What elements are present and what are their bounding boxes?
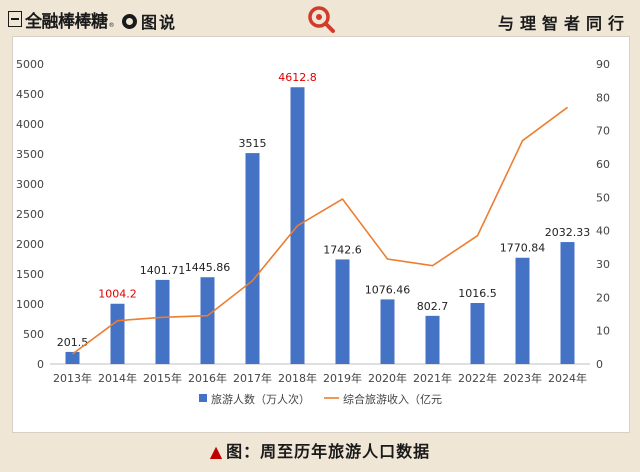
- triangle-icon: ▲: [209, 442, 224, 461]
- caption: ▲ 图：周至历年旅游人口数据: [0, 438, 640, 462]
- magnifier-icon: [308, 6, 335, 33]
- bar-value-label: 201.5: [57, 336, 89, 349]
- y-left-tick-label: 0: [37, 358, 44, 371]
- legend-line-label: 综合旅游收入（亿元: [343, 392, 442, 406]
- bar-value-label: 1016.5: [458, 287, 497, 300]
- bar: [155, 279, 170, 364]
- bar: [560, 242, 575, 364]
- bar-value-label: 2032.33: [545, 226, 591, 239]
- x-tick-label: 2016年: [188, 371, 227, 385]
- top-bar: 全融棒棒糖 ® 图说 与理智者同行: [0, 0, 640, 36]
- bar-value-label: 1004.2: [98, 288, 137, 301]
- bar: [470, 303, 485, 364]
- y-left-tick-label: 4000: [16, 118, 44, 131]
- y-right-tick-label: 60: [596, 158, 610, 171]
- caption-text: 图：周至历年旅游人口数据: [226, 442, 431, 461]
- x-tick-label: 2022年: [458, 371, 497, 385]
- bar-value-label: 1445.86: [185, 261, 231, 274]
- y-right-tick-label: 40: [596, 225, 610, 238]
- brand-name: 全融棒棒糖: [25, 11, 108, 32]
- x-tick-label: 2015年: [143, 371, 182, 385]
- y-left-tick-label: 2500: [16, 208, 44, 221]
- x-tick-label: 2023年: [503, 371, 542, 385]
- y-left-tick-label: 5000: [16, 58, 44, 71]
- y-right-tick-label: 0: [596, 358, 603, 371]
- chart-card: 0 500 1000 1500 2000 2500 3000 3500 4000 4500 5000…: [12, 36, 630, 433]
- legend-bar-swatch: [199, 394, 207, 402]
- x-tick-label: 2024年: [548, 371, 587, 385]
- bar-value-label: 1742.6: [323, 243, 362, 256]
- brand: 全融棒棒糖 ®: [8, 9, 115, 32]
- y-right-tick-label: 80: [596, 91, 610, 104]
- y-right-tick-label: 10: [596, 325, 610, 338]
- section-dot-icon: [122, 13, 137, 29]
- y-left-tick-label: 500: [23, 328, 44, 341]
- x-tick-label: 2019年: [323, 371, 362, 385]
- section-label: 图说: [141, 13, 178, 32]
- bar: [335, 259, 350, 364]
- section-tag: 图说: [122, 9, 177, 33]
- y-right-tick-label: 20: [596, 291, 610, 304]
- y-right-tick-label: 30: [596, 258, 610, 271]
- y-left-tick-label: 1000: [16, 298, 44, 311]
- bar: [65, 351, 80, 364]
- bar: [380, 299, 395, 364]
- bar: [515, 257, 530, 364]
- bar-value-label: 1076.46: [365, 283, 411, 296]
- x-tick-label: 2013年: [53, 371, 92, 385]
- line-series-path: [72, 106, 568, 355]
- brand-trademark: ®: [108, 22, 115, 29]
- x-tick-label: 2018年: [278, 371, 317, 385]
- x-tick-label: 2021年: [413, 371, 452, 385]
- y-left-tick-label: 3000: [16, 178, 44, 191]
- bar-value-label: 802.7: [417, 300, 449, 313]
- y-left-tick-label: 4500: [16, 88, 44, 101]
- bar-value-label: 3515: [239, 137, 267, 150]
- bar: [425, 315, 440, 364]
- legend-bar-label: 旅游人数（万人次）: [211, 392, 310, 406]
- bar: [110, 303, 125, 364]
- y-left-tick-label: 2000: [16, 238, 44, 251]
- y-right-tick-label: 50: [596, 191, 610, 204]
- brand-badge-icon: [8, 11, 22, 27]
- y-right-tick-label: 90: [596, 58, 610, 71]
- x-tick-label: 2020年: [368, 371, 407, 385]
- bar-value-label: 1401.71: [140, 264, 186, 277]
- chart: 0500100015002000250030003500400045005000…: [16, 58, 610, 406]
- bar-value-label: 4612.8: [278, 71, 317, 84]
- x-tick-label: 2014年: [98, 371, 137, 385]
- bar: [200, 277, 215, 364]
- bar-value-label: 1770.84: [500, 242, 546, 255]
- x-tick-label: 2017年: [233, 371, 272, 385]
- y-left-tick-label: 3500: [16, 148, 44, 161]
- y-right-tick-label: 70: [596, 125, 610, 138]
- bar: [245, 153, 260, 364]
- slogan: 与理智者同行: [497, 14, 630, 33]
- y-left-tick-label: 1500: [16, 268, 44, 281]
